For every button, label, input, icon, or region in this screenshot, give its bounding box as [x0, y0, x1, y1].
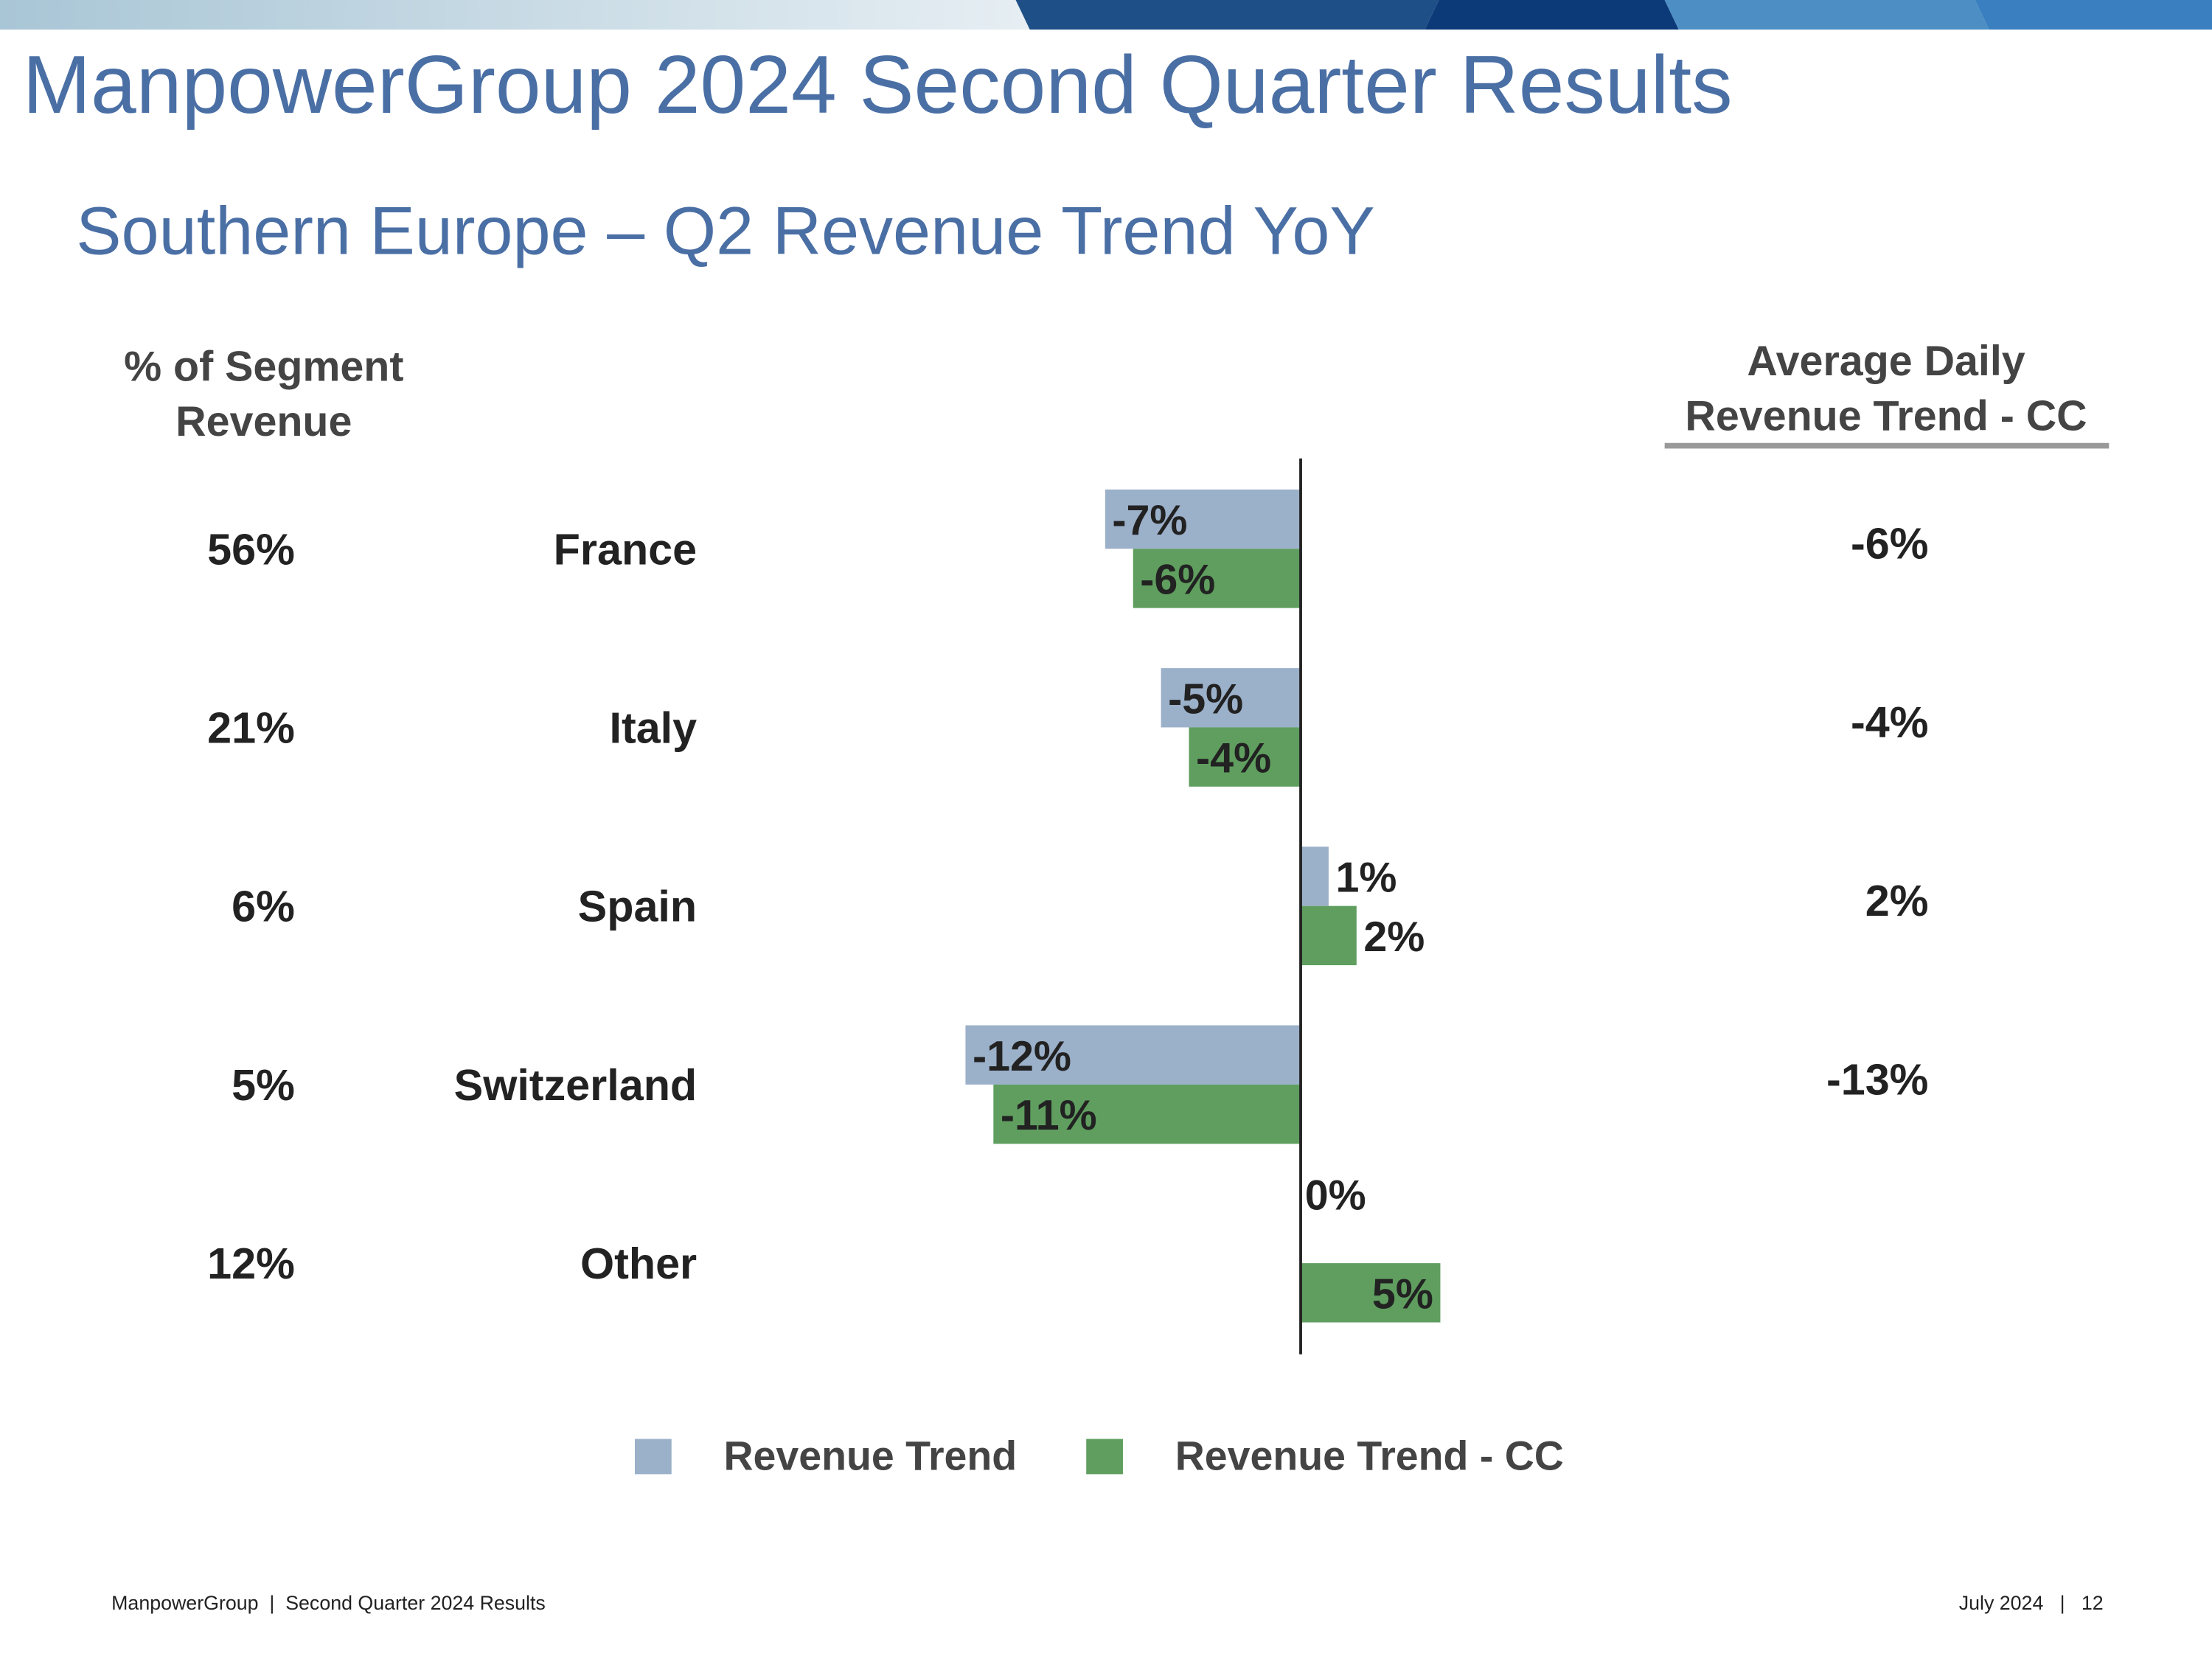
daily-label: -6%	[1851, 519, 1928, 568]
category-label: Spain	[578, 882, 697, 931]
legend-label: Revenue Trend	[724, 1433, 1018, 1479]
header-band	[0, 0, 2212, 30]
value-label: -4%	[1196, 735, 1271, 782]
bar	[1161, 668, 1301, 728]
share-label: 12%	[207, 1239, 295, 1288]
share-label: 6%	[232, 882, 295, 931]
legend-swatch	[634, 1439, 672, 1475]
daily-label: 2%	[1865, 876, 1929, 925]
column-header: % of Segment	[124, 344, 403, 391]
bar	[1105, 489, 1301, 549]
value-label: -5%	[1168, 675, 1243, 723]
column-header: Average Daily	[1747, 338, 2025, 385]
bar	[1301, 905, 1357, 966]
category-label: France	[554, 524, 697, 574]
value-label: -7%	[1112, 497, 1187, 544]
value-label: 2%	[1363, 914, 1425, 961]
value-label: -12%	[973, 1033, 1071, 1080]
bar	[1133, 549, 1301, 608]
bar	[1301, 1263, 1441, 1323]
column-header: Revenue	[175, 398, 352, 445]
bar	[965, 1025, 1301, 1085]
category-label: Switzerland	[454, 1060, 698, 1110]
bar	[1301, 846, 1329, 906]
bar	[993, 1084, 1301, 1144]
share-label: 21%	[207, 703, 295, 753]
legend-swatch	[1086, 1439, 1123, 1475]
value-label: 0%	[1305, 1172, 1366, 1219]
value-label: -6%	[1140, 556, 1215, 603]
footer-right: July 2024 | 12	[1959, 1592, 2104, 1614]
footer-left: ManpowerGroup | Second Quarter 2024 Resu…	[111, 1592, 546, 1614]
category-label: Other	[580, 1239, 697, 1288]
chart-title: Southern Europe – Q2 Revenue Trend YoY	[76, 193, 1374, 268]
bar	[1189, 727, 1301, 787]
share-label: 56%	[207, 524, 295, 574]
value-label: -11%	[1001, 1092, 1097, 1139]
daily-label: -13%	[1826, 1054, 1928, 1104]
value-label: 1%	[1335, 855, 1397, 902]
legend-label: Revenue Trend - CC	[1175, 1433, 1564, 1479]
column-header: Revenue Trend - CC	[1685, 393, 2087, 440]
share-label: 5%	[232, 1060, 295, 1110]
category-label: Italy	[609, 703, 697, 753]
slide-title: ManpowerGroup 2024 Second Quarter Result…	[23, 39, 1733, 131]
value-label: 5%	[1372, 1270, 1433, 1318]
daily-label: -4%	[1851, 698, 1928, 747]
